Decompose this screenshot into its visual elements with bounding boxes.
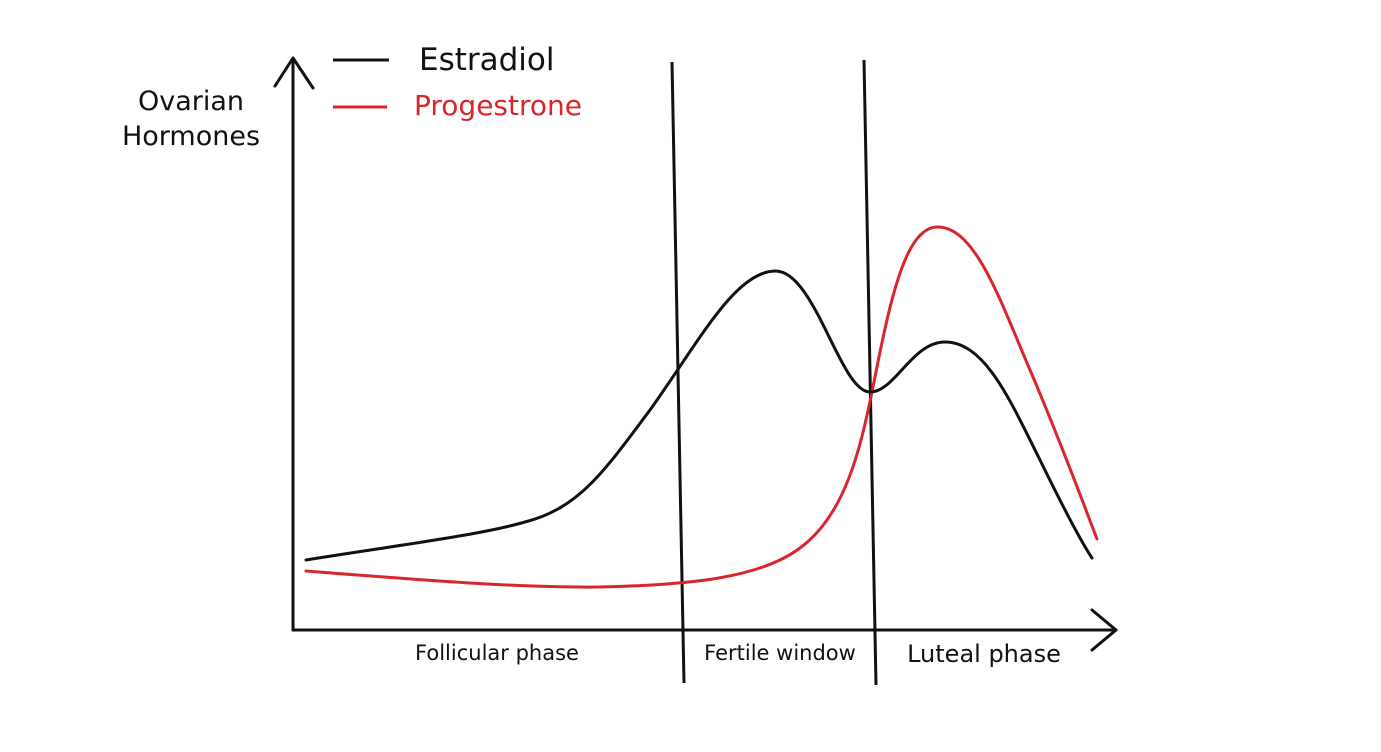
phase-label-follicular: Follicular phase: [415, 641, 579, 665]
phase-label-luteal: Luteal phase: [907, 640, 1061, 668]
legend: Estradiol Progestrone: [333, 42, 582, 122]
fertile-window-end-divider: [862, 59, 878, 686]
y-axis-label-line2: Hormones: [122, 121, 260, 152]
legend-label-progestrone: Progestrone: [414, 89, 582, 122]
x-axis: [291, 608, 1118, 652]
phase-label-fertile-window: Fertile window: [704, 641, 856, 665]
legend-label-estradiol: Estradiol: [419, 42, 555, 78]
y-axis-label-line1: Ovarian: [138, 86, 244, 117]
y-axis: [273, 56, 315, 632]
progesterone-curve: [304, 225, 1099, 589]
fertile-window-start-divider: [670, 61, 686, 684]
estradiol-curve: [304, 269, 1094, 562]
